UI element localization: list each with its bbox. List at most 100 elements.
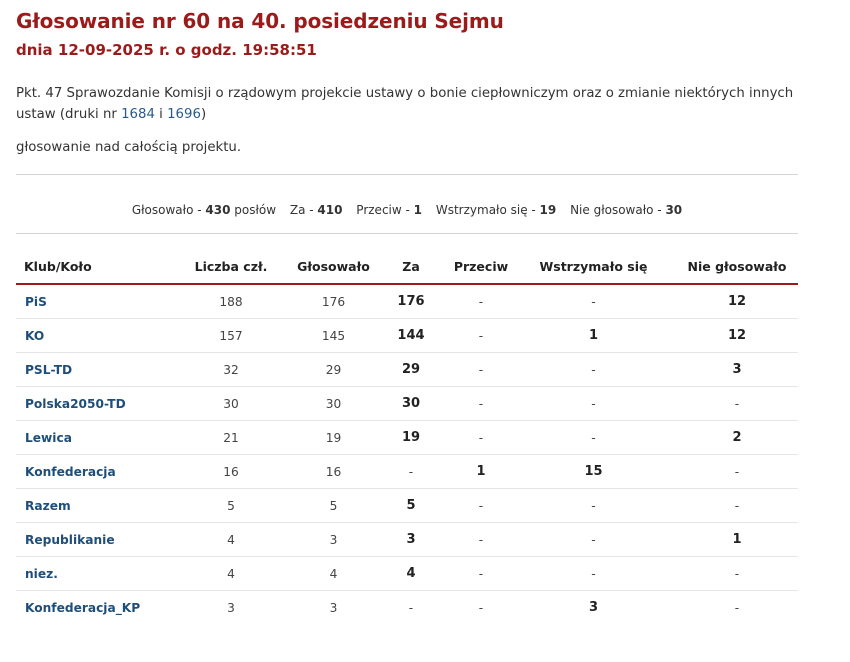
table-row: Republikanie 4 3 3- -1 xyxy=(16,522,798,557)
cell-no-vote: 12 xyxy=(676,318,798,353)
club-link[interactable]: PiS xyxy=(25,294,47,309)
cell-abstain: - xyxy=(511,352,676,387)
cell-voted: 16 xyxy=(296,454,371,489)
cell-members: 32 xyxy=(166,352,296,387)
column-header-against[interactable]: Przeciw xyxy=(451,250,511,285)
cell-against: - xyxy=(478,600,484,615)
cell-no-vote: - xyxy=(676,488,798,523)
club-link[interactable]: Konfederacja xyxy=(25,464,116,479)
cell-club: PSL-TD xyxy=(16,352,166,387)
cell-club: Konfederacja xyxy=(16,454,166,489)
club-link[interactable]: Polska2050-TD xyxy=(25,396,126,411)
cell-club: Republikanie xyxy=(16,522,166,557)
table-row: PSL-TD 32 29 29- -3 xyxy=(16,352,798,387)
cell-club: niez. xyxy=(16,556,166,591)
cell-members: 5 xyxy=(166,488,296,523)
cell-for: 30 xyxy=(371,386,451,421)
cell-abstain: 1 xyxy=(511,318,676,353)
table-row: Razem 5 5 5- - - xyxy=(16,488,798,523)
cell-members: 4 xyxy=(166,556,296,591)
cell-for: 176 xyxy=(371,284,451,319)
cell-club: PiS xyxy=(16,284,166,319)
cell-club: Razem xyxy=(16,488,166,523)
club-link[interactable]: Republikanie xyxy=(25,532,115,547)
cell-members: 30 xyxy=(166,386,296,421)
description-text: Pkt. 47 Sprawozdanie Komisji o rządowym … xyxy=(16,86,794,122)
cell-abstain: - xyxy=(511,522,676,557)
table-row: Konfederacja_KP 3 3 - - 3 - xyxy=(16,591,798,625)
cell-for: 5 xyxy=(371,488,451,523)
vote-topic: głosowanie nad całością projektu. xyxy=(16,140,242,155)
cell-members: 21 xyxy=(166,420,296,455)
cell-abstain: 3 xyxy=(588,600,599,615)
cell-against: - xyxy=(451,522,511,557)
cell-against: - xyxy=(451,420,511,455)
cell-no-vote: 3 xyxy=(676,352,798,387)
cell-club: Polska2050-TD xyxy=(16,386,166,421)
divider xyxy=(16,233,798,234)
cell-for: 19 xyxy=(371,420,451,455)
cell-no-vote: - xyxy=(734,600,740,615)
cell-abstain: - xyxy=(511,284,676,319)
vote-description: Pkt. 47 Sprawozdanie Komisji o rządowym … xyxy=(16,83,806,125)
column-header-abstain[interactable]: Wstrzymało się xyxy=(511,250,676,285)
description-between: i xyxy=(154,107,168,122)
cell-for: - xyxy=(408,600,414,615)
cell-against: - xyxy=(451,386,511,421)
club-link[interactable]: Konfederacja_KP xyxy=(25,600,141,615)
club-link[interactable]: PSL-TD xyxy=(25,362,73,377)
cell-members: 157 xyxy=(166,318,296,353)
print-link-1696[interactable]: 1696 xyxy=(167,107,201,122)
cell-no-vote: - xyxy=(676,454,798,489)
table-row: KO 157 145 144-1 12 xyxy=(16,318,798,353)
table-row: Konfederacja 16 16-1 15- xyxy=(16,454,798,489)
cell-voted: 19 xyxy=(296,420,371,455)
cell-against: - xyxy=(451,284,511,319)
cell-voted: 4 xyxy=(296,556,371,591)
column-header-voted[interactable]: Głosowało xyxy=(296,250,371,285)
table-header-row: Klub/Koło Liczba czł. Głosowało Za Przec… xyxy=(16,250,798,285)
cell-for: 144 xyxy=(371,318,451,353)
divider xyxy=(16,174,798,175)
table-row: niez. 4 4 4- - - xyxy=(16,556,798,591)
cell-for: - xyxy=(371,454,451,489)
cell-against: - xyxy=(451,556,511,591)
print-link-1684[interactable]: 1684 xyxy=(121,107,155,122)
column-header-club[interactable]: Klub/Koło xyxy=(16,250,166,285)
club-link[interactable]: Razem xyxy=(25,498,71,513)
cell-for: 3 xyxy=(371,522,451,557)
cell-members: 4 xyxy=(166,522,296,557)
cell-members: 16 xyxy=(166,454,296,489)
cell-voted: 176 xyxy=(296,284,371,319)
cell-voted: 3 xyxy=(329,600,338,615)
cell-against: 1 xyxy=(451,454,511,489)
description-end: ) xyxy=(200,107,207,122)
cell-abstain: - xyxy=(511,420,676,455)
column-header-members[interactable]: Liczba czł. xyxy=(166,250,296,285)
cell-no-vote: 1 xyxy=(676,522,798,557)
club-results-table: Klub/Koło Liczba czł. Głosowało Za Przec… xyxy=(16,250,798,624)
column-header-no-vote[interactable]: Nie głosowało xyxy=(676,250,798,285)
column-header-for[interactable]: Za xyxy=(371,250,451,285)
cell-no-vote: 2 xyxy=(676,420,798,455)
summary-voted: Głosowało - 430 posłów xyxy=(131,203,277,217)
cell-against: - xyxy=(451,318,511,353)
cell-against: - xyxy=(451,352,511,387)
cell-club: Lewica xyxy=(16,420,166,455)
cell-voted: 5 xyxy=(296,488,371,523)
cell-no-vote: 12 xyxy=(676,284,798,319)
cell-abstain: 15 xyxy=(511,454,676,489)
table-row: PiS 188 176 176- -12 xyxy=(16,284,798,319)
cell-against: - xyxy=(451,488,511,523)
cell-club: Konfederacja_KP xyxy=(16,591,166,625)
cell-members: 3 xyxy=(227,600,235,615)
cell-members: 188 xyxy=(166,284,296,319)
table-row: Lewica 21 19 19- -2 xyxy=(16,420,798,455)
club-link[interactable]: Lewica xyxy=(25,430,72,445)
cell-abstain: - xyxy=(511,488,676,523)
page-title: Głosowanie nr 60 na 40. posiedzeniu Sejm… xyxy=(16,9,504,33)
summary-for: Za - 410 xyxy=(289,203,343,217)
club-link[interactable]: niez. xyxy=(25,566,58,581)
club-link[interactable]: KO xyxy=(25,328,45,343)
cell-abstain: - xyxy=(511,556,676,591)
